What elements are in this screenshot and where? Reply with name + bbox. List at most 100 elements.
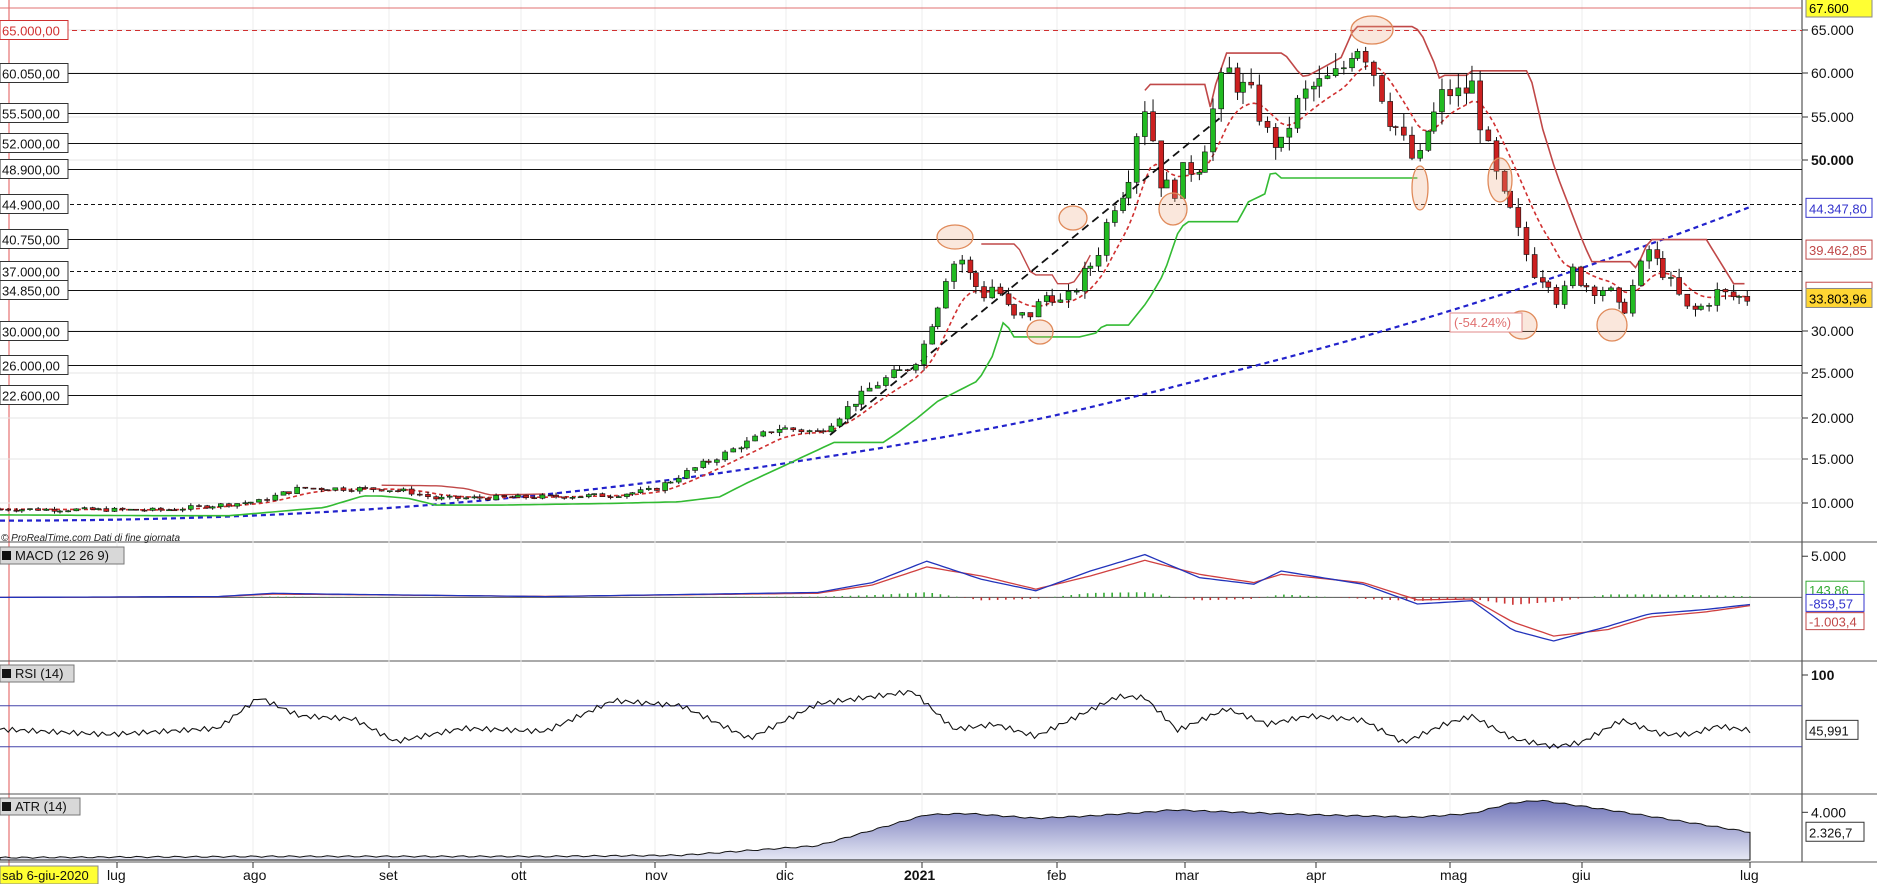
candle-body-434 <box>1180 162 1186 199</box>
candle-body-73 <box>196 505 202 507</box>
level-label-box-1 <box>0 63 69 83</box>
candle-body-238 <box>645 487 652 490</box>
level-label-8: 34.850,00 <box>2 284 60 299</box>
candle-body-39 <box>103 508 110 512</box>
candle-body-406 <box>1103 222 1110 256</box>
x-tick-label-3: ott <box>511 867 527 883</box>
candle-body-549 <box>1493 140 1500 172</box>
time-axis: lug ago set ott nov dic 2021 feb mar apr mag giu lug… <box>0 862 1759 885</box>
candle-body-104 <box>280 491 287 496</box>
candle-body-171 <box>463 497 469 500</box>
candle-body-207 <box>561 496 568 499</box>
candle-body-316 <box>858 390 865 405</box>
atr-area <box>0 799 1751 861</box>
x-tick-label-5: dic <box>776 867 794 883</box>
candle-body-174 <box>471 496 478 499</box>
candle-body-563 <box>1531 254 1538 278</box>
stop-resistance-line-late <box>1144 25 1745 285</box>
candle-body-263 <box>714 459 720 463</box>
candle-body-498 <box>1354 51 1361 59</box>
candle-body-454 <box>1234 67 1241 93</box>
candle-body-3 <box>5 508 11 511</box>
candle-body-378 <box>1027 312 1034 318</box>
candle-body-605 <box>1646 249 1652 262</box>
candle-body-585 <box>1591 286 1598 296</box>
candle-body-384 <box>1043 295 1050 302</box>
atr-y-tick-label: 4.000 <box>1811 804 1846 820</box>
level-label-box-3 <box>0 133 69 153</box>
candle-body-465 <box>1264 120 1271 128</box>
candle-body-507 <box>1379 75 1385 102</box>
candle-body-501 <box>1362 51 1369 63</box>
candle-body-568 <box>1545 281 1552 288</box>
candle-body-146 <box>395 490 401 493</box>
candle-body-529 <box>1439 89 1445 113</box>
level-label-0: 65.000,00 <box>2 24 60 39</box>
candle-body-165 <box>446 495 453 498</box>
level-label-box-4 <box>0 159 69 179</box>
candle-body-440 <box>1196 172 1203 175</box>
candle-body-386 <box>1049 295 1055 303</box>
y-tick-label-7: 60.000 <box>1811 65 1854 81</box>
candle-body-300 <box>814 430 821 432</box>
candle-body-557 <box>1515 207 1522 228</box>
candle-body-50 <box>133 508 140 511</box>
price-badge-box-4 <box>1805 287 1873 308</box>
candle-body-504 <box>1371 61 1377 76</box>
candle-body-591 <box>1608 287 1614 291</box>
candle-body-456 <box>1240 81 1246 93</box>
candle-body-17 <box>43 508 50 511</box>
candle-body-510 <box>1387 101 1393 127</box>
candle-body-636 <box>1730 291 1737 298</box>
candle-body-95 <box>256 499 262 503</box>
candle-body-633 <box>1722 289 1729 293</box>
candle-body-420 <box>1142 111 1148 137</box>
candle-body-157 <box>425 494 431 497</box>
x-tick-label-9: apr <box>1306 867 1327 883</box>
candle-body-70 <box>188 505 194 510</box>
candle-body-148 <box>400 488 407 492</box>
candle-body-160 <box>433 496 439 500</box>
candle-body-487 <box>1324 75 1331 79</box>
candle-body-437 <box>1188 162 1194 175</box>
candle-body-115 <box>310 487 317 490</box>
candle-body-176 <box>476 496 483 499</box>
level-label-10: 26.000,00 <box>2 359 60 374</box>
candle-body-182 <box>493 495 499 501</box>
candle-body-6 <box>13 509 20 512</box>
rsi-panel: 100 45,991 <box>0 667 1859 750</box>
candle-body-151 <box>408 488 415 495</box>
level-label-box-11 <box>0 385 69 405</box>
candle-body-314 <box>853 403 859 407</box>
price-axis: 10.000 15.000 20.000 25.000 30.000 50.000 55.0… <box>1802 22 1854 511</box>
price-badge-4: 33.803,96 <box>1809 291 1867 306</box>
candle-body-185 <box>501 495 508 497</box>
macd-y-tick-label: 5.000 <box>1811 548 1846 564</box>
candle-body-412 <box>1120 197 1126 211</box>
candle-body-398 <box>1082 268 1088 292</box>
candle-body-252 <box>684 470 690 479</box>
candle-body-227 <box>615 496 622 498</box>
candle-body-64 <box>171 509 178 512</box>
candle-body-526 <box>1431 111 1437 132</box>
candle-body-470 <box>1278 136 1284 148</box>
candle-body-154 <box>416 493 423 496</box>
level-label-9: 30.000,00 <box>2 325 60 340</box>
candle-body-291 <box>790 427 797 431</box>
candle-body-574 <box>1561 285 1568 305</box>
candle-body-442 <box>1202 151 1208 173</box>
candle-body-426 <box>1158 140 1165 189</box>
rsi-panel-label: RSI (14) <box>15 666 63 681</box>
candle-body-232 <box>629 492 636 495</box>
highlight-circle-2 <box>1026 319 1054 345</box>
candle-body-272 <box>738 447 745 450</box>
candle-body-286 <box>776 428 783 433</box>
candle-body-521 <box>1417 150 1423 159</box>
candle-body-571 <box>1553 287 1560 305</box>
level-label-4: 48.900,00 <box>2 163 60 178</box>
price-badge-box-2 <box>1805 239 1873 260</box>
x-tick-label-7: feb <box>1047 867 1067 883</box>
